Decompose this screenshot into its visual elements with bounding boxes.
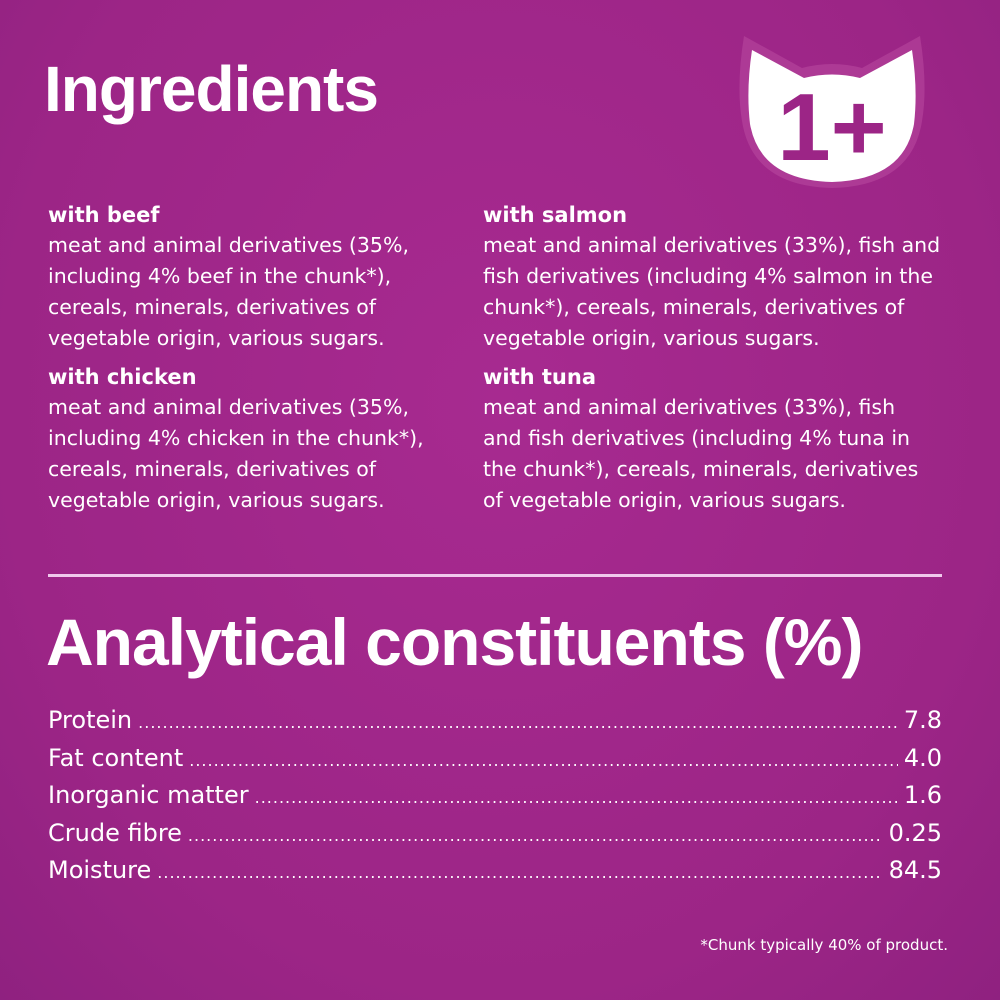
ingredient-heading: with chicken (48, 365, 197, 389)
row-label: Protein (48, 706, 133, 734)
leader-dots: ........................................… (157, 863, 882, 882)
cat-age-badge-icon: 1+ (739, 36, 925, 188)
ingredient-tuna: with tuna meat and animal derivatives (3… (483, 362, 943, 516)
ingredient-text: meat and animal derivatives (35%, includ… (48, 395, 424, 512)
row-value: 1.6 (903, 781, 942, 809)
row-label: Inorganic matter (48, 781, 249, 809)
row-value: 84.5 (888, 856, 942, 884)
table-row: Crude fibre.............................… (48, 819, 942, 857)
ingredients-right-column: with salmon meat and animal derivatives … (483, 200, 943, 524)
table-row: Protein.................................… (48, 706, 942, 744)
row-label: Fat content (48, 743, 184, 772)
ingredient-text: meat and animal derivatives (33%), fish … (483, 233, 941, 350)
table-row: Fat content.............................… (48, 744, 942, 782)
ingredient-text: meat and animal derivatives (35%, includ… (48, 233, 409, 350)
row-value: 4.0 (903, 743, 942, 772)
row-label: Moisture (48, 856, 152, 884)
ingredients-left-column: with beef meat and animal derivatives (3… (48, 200, 508, 524)
table-row: Inorganic matter........................… (48, 781, 942, 819)
row-value: 7.8 (903, 706, 942, 734)
leader-dots: ........................................… (254, 788, 898, 807)
ingredient-chicken: with chicken meat and animal derivatives… (48, 362, 508, 516)
row-value: 0.25 (888, 818, 942, 847)
ingredients-title: Ingredients (44, 53, 379, 125)
ingredient-text: meat and animal derivatives (33%), fish … (483, 395, 919, 512)
analytical-table: Protein.................................… (48, 706, 942, 894)
leader-dots: ........................................… (138, 713, 898, 732)
ingredient-heading: with salmon (483, 203, 628, 227)
ingredient-beef: with beef meat and animal derivatives (3… (48, 200, 508, 354)
badge-text: 1+ (777, 74, 886, 181)
ingredient-heading: with tuna (483, 365, 597, 389)
row-label: Crude fibre (48, 818, 182, 847)
section-divider (48, 574, 942, 577)
leader-dots: ........................................… (189, 750, 898, 770)
analytical-title: Analytical constituents (%) (46, 605, 863, 679)
ingredient-heading: with beef (48, 203, 160, 227)
table-row: Moisture................................… (48, 856, 942, 894)
footnote: *Chunk typically 40% of product. (700, 936, 948, 954)
ingredient-salmon: with salmon meat and animal derivatives … (483, 200, 943, 354)
leader-dots: ........................................… (187, 825, 883, 845)
